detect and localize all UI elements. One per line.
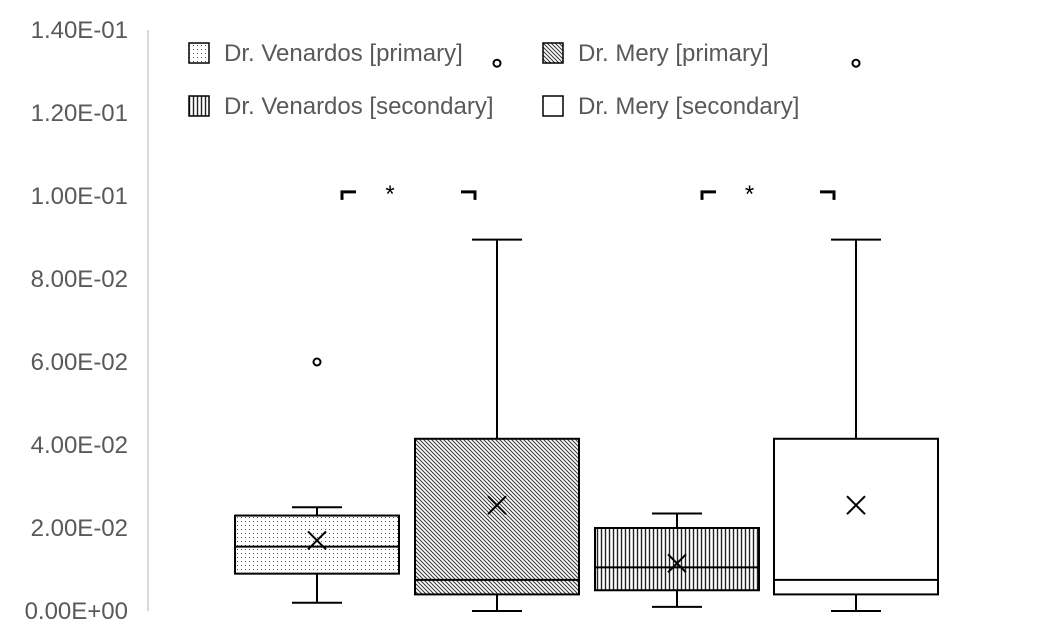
iqr-box: [234, 514, 400, 575]
legend-label: Dr. Venardos [secondary]: [224, 93, 493, 120]
significance-bracket: *: [700, 181, 836, 208]
iqr-box: [594, 527, 760, 592]
box-1: [234, 357, 400, 604]
y-tick-label: 8.00E-02: [31, 266, 128, 293]
legend-item: Dr. Venardos [secondary]: [188, 93, 493, 120]
y-tick-label: 1.40E-01: [31, 17, 128, 44]
legend-label: Dr. Mery [primary]: [578, 40, 769, 67]
box-3: [594, 512, 760, 608]
legend-label: Dr. Mery [secondary]: [578, 93, 799, 120]
y-tick-label: 1.20E-01: [31, 100, 128, 127]
iqr-box: [414, 437, 580, 596]
legend-swatch: [542, 42, 564, 64]
legend-swatch: [188, 42, 210, 64]
y-tick-label: 6.00E-02: [31, 349, 128, 376]
significance-bracket: *: [340, 181, 477, 208]
box-2: [414, 58, 580, 612]
significance-brackets: * *: [340, 181, 836, 208]
outlier-point: [851, 58, 861, 68]
legend-swatch: [188, 95, 210, 117]
y-tick-label: 2.00E-02: [31, 515, 128, 542]
y-tick-label: 4.00E-02: [31, 432, 128, 459]
legend: Dr. Venardos [primary] Dr. Mery [primary]…: [188, 40, 799, 120]
y-tick-label: 1.00E-01: [31, 183, 128, 210]
significance-label: *: [745, 181, 754, 208]
mean-marker: [667, 553, 687, 573]
outlier-point: [492, 58, 502, 68]
legend-item: Dr. Mery [secondary]: [542, 93, 799, 120]
legend-item: Dr. Mery [primary]: [542, 40, 769, 67]
legend-item: Dr. Venardos [primary]: [188, 40, 463, 67]
legend-label: Dr. Venardos [primary]: [224, 40, 463, 67]
iqr-box: [773, 437, 939, 596]
mean-marker: [487, 495, 507, 515]
mean-marker: [846, 495, 866, 515]
y-axis-ticks: 0.00E+00 2.00E-02 4.00E-02 6.00E-02 8.00E-02…: [25, 17, 128, 625]
mean-marker: [307, 530, 327, 551]
box-4: [773, 58, 939, 612]
significance-label: *: [385, 181, 394, 208]
y-tick-label: 0.00E+00: [25, 598, 128, 625]
legend-swatch: [542, 95, 564, 117]
box-series: [234, 58, 939, 612]
outlier-point: [312, 357, 322, 367]
